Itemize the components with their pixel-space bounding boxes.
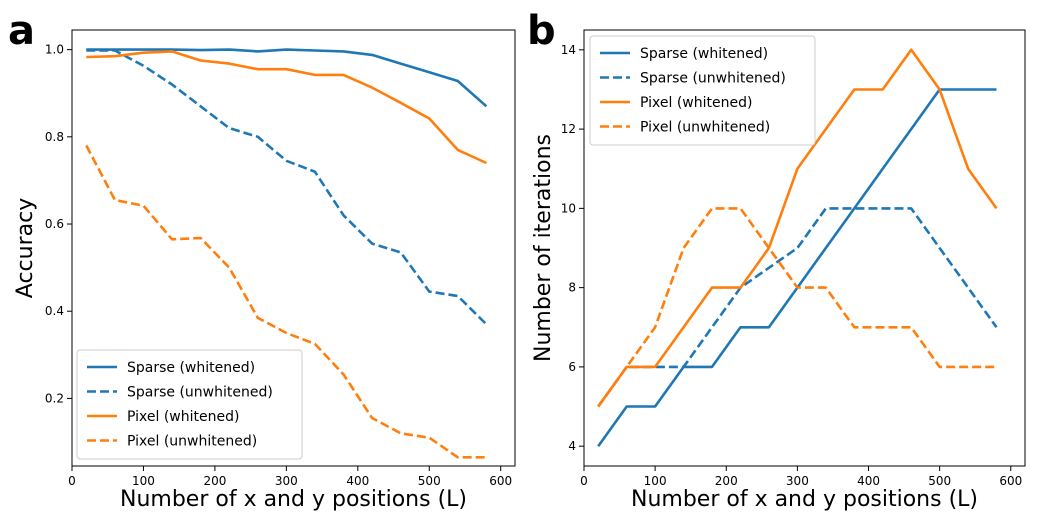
series-line-sparse-whitened (86, 48, 488, 108)
y-tick-label: 0.8 (45, 130, 64, 144)
plot-frame (583, 29, 1026, 467)
x-tick-label: 500 (418, 474, 441, 488)
y-tick-label: 4 (568, 439, 576, 453)
y-axis-label: Number of iterations (531, 134, 556, 362)
series-line-pixel-whitened (597, 48, 998, 408)
x-tick-label: 200 (715, 474, 738, 488)
x-tick-label: 500 (928, 474, 951, 488)
y-tick-label: 12 (561, 122, 576, 136)
series-line-sparse-unwhitened (597, 207, 998, 408)
panel-label: b (527, 8, 556, 54)
y-tick-label: 8 (568, 281, 576, 295)
x-tick-label: 400 (857, 474, 880, 488)
panel-a: a 0 100 200 300 400 500 600 0.2 0.4 0.6 0.8 1.0 Numbe… (8, 8, 516, 512)
panel-label: a (8, 8, 35, 54)
x-tick-label: 100 (644, 474, 667, 488)
legend-entry: Pixel (unwhitened) (127, 434, 257, 450)
x-tick-label: 600 (489, 474, 512, 488)
y-tick-label: 0.4 (45, 304, 64, 318)
y-tick-label: 10 (561, 201, 576, 215)
x-tick-label: 600 (999, 474, 1022, 488)
legend: Sparse (whitened) Sparse (unwhitened) Pixe… (76, 349, 303, 460)
legend-box (76, 349, 303, 460)
x-tick-label: 300 (786, 474, 809, 488)
legend-entry: Sparse (whitened) (127, 360, 255, 376)
x-axis-label: Number of x and y positions (L) (120, 487, 467, 512)
series-line-pixel-whitened (86, 50, 487, 165)
x-tick-label: 300 (275, 474, 298, 488)
x-tick-label: 0 (580, 474, 588, 488)
legend-entry: Sparse (whitened) (640, 46, 768, 62)
y-tick-label: 6 (568, 360, 576, 374)
y-tick-label: 0.6 (45, 217, 64, 231)
x-tick-label: 100 (132, 474, 155, 488)
x-tick-label: 0 (68, 474, 76, 488)
series-line-sparse-unwhitened (86, 49, 488, 326)
plot-frame (71, 29, 516, 467)
panel-b: b 0 100 200 300 400 500 600 4 6 8 10 12 14 Number of x… (527, 8, 1026, 512)
legend-entry: Sparse (unwhitened) (127, 385, 273, 401)
y-axis-label: Accuracy (13, 198, 38, 298)
y-tick-label: 1.0 (45, 43, 64, 57)
series-line-pixel-unwhitened (85, 144, 487, 459)
y-tick-label: 14 (561, 43, 576, 57)
x-axis-label: Number of x and y positions (L) (631, 487, 978, 512)
x-tick-label: 200 (203, 474, 226, 488)
series-line-pixel-unwhitened (597, 207, 997, 408)
legend-entry: Sparse (unwhitened) (640, 71, 786, 87)
legend-box (589, 35, 816, 146)
legend-entry: Pixel (unwhitened) (640, 120, 770, 136)
y-tick-label: 0.2 (45, 391, 64, 405)
x-tick-label: 400 (346, 474, 369, 488)
legend-entry: Pixel (whitened) (640, 95, 752, 111)
legend: Sparse (whitened) Sparse (unwhitened) Pixe… (589, 35, 816, 146)
legend-entry: Pixel (whitened) (127, 409, 239, 425)
